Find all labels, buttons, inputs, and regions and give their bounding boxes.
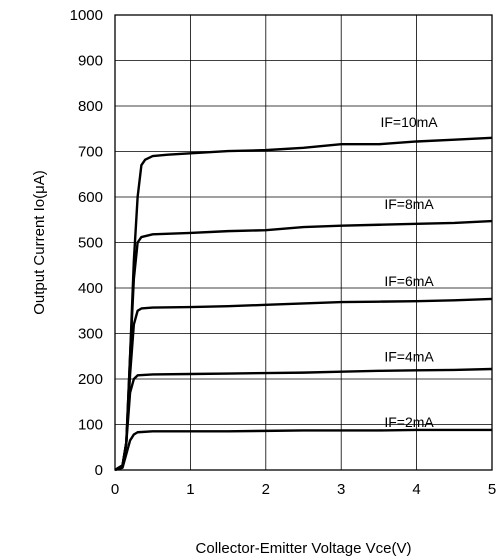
x-tick-label: 4 [412, 481, 420, 498]
series-line [114, 297, 493, 472]
series-line [114, 367, 493, 472]
x-tick-label: 0 [111, 481, 119, 498]
y-tick-label: 0 [95, 462, 103, 479]
x-axis-title: Collector-Emitter Voltage Vce(V) [196, 540, 412, 557]
y-tick-label: 100 [78, 417, 103, 434]
series-label: IF=8mA [384, 196, 434, 212]
x-tick-label: 1 [186, 481, 194, 498]
series-label: IF=2mA [384, 414, 434, 430]
x-tick-label: 2 [262, 481, 270, 498]
y-axis-title: Output Current Io(μA) [31, 170, 48, 315]
y-axis-title-suffix: A) [31, 170, 48, 185]
y-tick-label: 500 [78, 235, 103, 252]
y-tick-label: 200 [78, 371, 103, 388]
y-tick-label: 700 [78, 144, 103, 161]
y-tick-label: 600 [78, 189, 103, 206]
series-label: IF=10mA [380, 114, 438, 130]
y-tick-label: 1000 [70, 7, 103, 24]
y-tick-labels: 0 100 200 300 400 500 600 700 800 900 1000 [70, 7, 103, 479]
y-axis-title-mu: μ [31, 185, 48, 194]
curve-labels: IF=10mA IF=8mA IF=6mA IF=4mA IF=2mA [380, 114, 438, 430]
series-line [114, 219, 493, 472]
y-tick-label: 800 [78, 98, 103, 115]
series-line [114, 428, 492, 472]
y-axis-title-prefix: Output Current Io( [31, 194, 48, 315]
y-tick-label: 900 [78, 53, 103, 70]
series-label: IF=4mA [384, 348, 434, 364]
x-tick-label: 5 [488, 481, 496, 498]
y-tick-label: 300 [78, 326, 103, 343]
plot-frame [114, 14, 493, 471]
y-tick-label: 400 [78, 280, 103, 297]
grid [115, 15, 492, 470]
series-label: IF=6mA [384, 273, 434, 289]
curves [114, 136, 493, 472]
x-tick-labels: 0 1 2 3 4 5 [111, 481, 496, 498]
x-tick-label: 3 [337, 481, 345, 498]
